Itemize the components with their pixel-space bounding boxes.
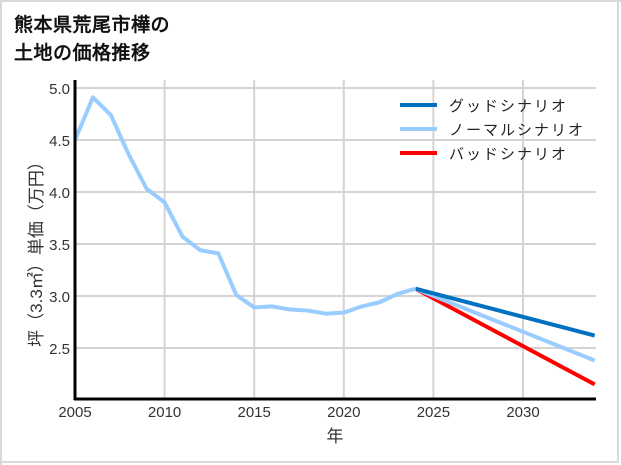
frame-border-left [0, 0, 2, 465]
x-tick-label: 2005 [58, 404, 91, 421]
y-axis-label: 坪（3.3㎡）単価（万円） [27, 153, 46, 347]
legend-label: バッドシナリオ [449, 146, 568, 163]
frame-border-top [0, 0, 621, 2]
scenario-line [414, 286, 596, 338]
x-tick-label: 2015 [238, 404, 271, 421]
x-tick-label: 2025 [417, 404, 450, 421]
data-lines [73, 95, 596, 387]
grid-lines [75, 80, 596, 399]
x-axis-label: 年 [327, 427, 344, 446]
x-tick-label: 2010 [148, 404, 181, 421]
y-tick-label: 2.5 [49, 341, 70, 358]
y-tick-label: 4.5 [49, 133, 70, 150]
scenario-line [414, 286, 596, 363]
tick-labels: 2.5 3.0 3.5 4.0 4.5 5.0 2005 2010 2015 2020 2025 20… [49, 81, 540, 421]
x-tick-label: 2020 [327, 404, 360, 421]
chart-title-line1: 熊本県荒尾市樺の [14, 14, 171, 36]
chart-title-line2: 土地の価格推移 [14, 42, 151, 64]
axes [73, 80, 596, 401]
y-tick-label: 3.5 [49, 237, 70, 254]
y-tick-label: 5.0 [49, 81, 70, 98]
x-tick-label: 2030 [506, 404, 539, 421]
historical-line [73, 95, 417, 316]
y-tick-label: 3.0 [49, 289, 70, 306]
legend-label: グッドシナリオ [449, 98, 568, 115]
legend-label: ノーマルシナリオ [449, 122, 585, 139]
y-tick-label: 4.0 [49, 185, 70, 202]
scenario-line [414, 286, 596, 387]
